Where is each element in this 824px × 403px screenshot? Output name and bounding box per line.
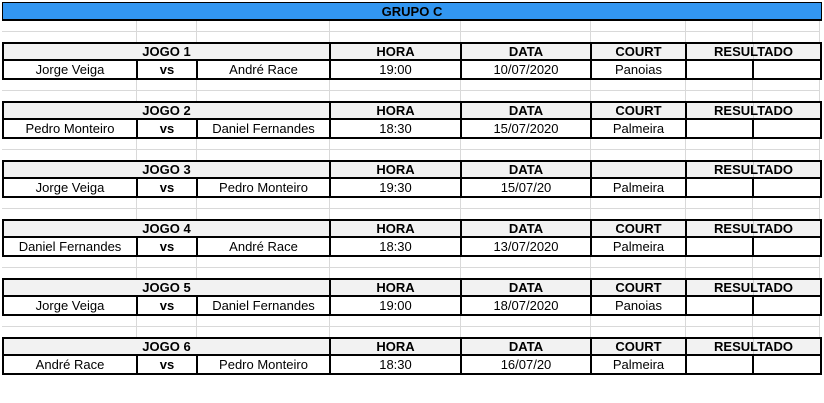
player2-cell[interactable]: André Race — [196, 59, 331, 80]
data-cell[interactable]: 13/07/2020 — [460, 236, 592, 257]
game-table-jogo-3: JOGO 3 HORA DATA RESULTADO Jorge Veiga v… — [2, 160, 822, 198]
resultado-header: RESULTADO — [685, 160, 822, 179]
gridline-spacer — [0, 139, 822, 160]
court-cell[interactable]: Panoias — [590, 59, 687, 80]
data-cell[interactable]: 18/07/2020 — [460, 295, 592, 316]
resultado-header: RESULTADO — [685, 337, 822, 356]
court-header: COURT — [590, 219, 687, 238]
resultado-cell-1[interactable] — [685, 295, 754, 316]
data-cell[interactable]: 15/07/2020 — [460, 118, 592, 139]
game-label: JOGO 2 — [2, 101, 331, 120]
data-header: DATA — [460, 101, 592, 120]
court-header — [590, 160, 687, 179]
vs-cell: vs — [136, 177, 198, 198]
vs-cell: vs — [136, 59, 198, 80]
court-cell[interactable]: Palmeira — [590, 177, 687, 198]
game-label: JOGO 3 — [2, 160, 331, 179]
player2-cell[interactable]: Pedro Monteiro — [196, 177, 331, 198]
data-header: DATA — [460, 278, 592, 297]
player1-cell[interactable]: Jorge Veiga — [2, 59, 138, 80]
court-header: COURT — [590, 278, 687, 297]
player1-cell[interactable]: Jorge Veiga — [2, 177, 138, 198]
resultado-header: RESULTADO — [685, 42, 822, 61]
group-title: GRUPO C — [381, 3, 443, 19]
data-header: DATA — [460, 337, 592, 356]
hora-header: HORA — [329, 337, 462, 356]
court-cell[interactable]: Palmeira — [590, 118, 687, 139]
resultado-cell-2[interactable] — [752, 295, 822, 316]
court-cell[interactable]: Palmeira — [590, 354, 687, 375]
vs-cell: vs — [136, 295, 198, 316]
resultado-cell-2[interactable] — [752, 354, 822, 375]
gridline-spacer — [0, 198, 822, 219]
player1-cell[interactable]: Pedro Monteiro — [2, 118, 138, 139]
data-header: DATA — [460, 160, 592, 179]
resultado-cell-1[interactable] — [685, 236, 754, 257]
game-table-jogo-2: JOGO 2 HORA DATA COURT RESULTADO Pedro M… — [2, 101, 822, 139]
player1-cell[interactable]: Jorge Veiga — [2, 295, 138, 316]
resultado-cell-1[interactable] — [685, 177, 754, 198]
resultado-cell-1[interactable] — [685, 59, 754, 80]
gridline-spacer — [0, 21, 822, 42]
resultado-cell-2[interactable] — [752, 177, 822, 198]
hora-cell[interactable]: 19:00 — [329, 295, 462, 316]
data-header: DATA — [460, 219, 592, 238]
hora-header: HORA — [329, 101, 462, 120]
player2-cell[interactable]: André Race — [196, 236, 331, 257]
hora-header: HORA — [329, 42, 462, 61]
resultado-cell-2[interactable] — [752, 118, 822, 139]
hora-header: HORA — [329, 219, 462, 238]
player2-cell[interactable]: Daniel Fernandes — [196, 118, 331, 139]
court-header: COURT — [590, 101, 687, 120]
data-cell[interactable]: 15/07/20 — [460, 177, 592, 198]
court-header: COURT — [590, 42, 687, 61]
hora-cell[interactable]: 19:30 — [329, 177, 462, 198]
hora-cell[interactable]: 18:30 — [329, 236, 462, 257]
resultado-cell-2[interactable] — [752, 236, 822, 257]
player1-cell[interactable]: Daniel Fernandes — [2, 236, 138, 257]
game-label: JOGO 6 — [2, 337, 331, 356]
vs-cell: vs — [136, 118, 198, 139]
resultado-cell-2[interactable] — [752, 59, 822, 80]
game-label: JOGO 4 — [2, 219, 331, 238]
gridline-spacer — [0, 257, 822, 278]
resultado-header: RESULTADO — [685, 278, 822, 297]
court-header: COURT — [590, 337, 687, 356]
resultado-header: RESULTADO — [685, 101, 822, 120]
game-table-jogo-4: JOGO 4 HORA DATA COURT RESULTADO Daniel … — [2, 219, 822, 257]
data-header: DATA — [460, 42, 592, 61]
hora-header: HORA — [329, 160, 462, 179]
court-cell[interactable]: Palmeira — [590, 236, 687, 257]
player2-cell[interactable]: Pedro Monteiro — [196, 354, 331, 375]
hora-cell[interactable]: 18:30 — [329, 118, 462, 139]
group-title-bar: GRUPO C — [2, 2, 822, 21]
game-table-jogo-6: JOGO 6 HORA DATA COURT RESULTADO André R… — [2, 337, 822, 375]
data-cell[interactable]: 10/07/2020 — [460, 59, 592, 80]
game-table-jogo-5: JOGO 5 HORA DATA COURT RESULTADO Jorge V… — [2, 278, 822, 316]
data-cell[interactable]: 16/07/20 — [460, 354, 592, 375]
court-cell[interactable]: Panoias — [590, 295, 687, 316]
gridline-spacer — [0, 80, 822, 101]
hora-cell[interactable]: 18:30 — [329, 354, 462, 375]
hora-header: HORA — [329, 278, 462, 297]
resultado-cell-1[interactable] — [685, 354, 754, 375]
hora-cell[interactable]: 19:00 — [329, 59, 462, 80]
game-table-jogo-1: JOGO 1 HORA DATA COURT RESULTADO Jorge V… — [2, 42, 822, 80]
resultado-cell-1[interactable] — [685, 118, 754, 139]
vs-cell: vs — [136, 236, 198, 257]
player1-cell[interactable]: André Race — [2, 354, 138, 375]
game-label: JOGO 5 — [2, 278, 331, 297]
gridline-spacer — [0, 316, 822, 337]
player2-cell[interactable]: Daniel Fernandes — [196, 295, 331, 316]
game-label: JOGO 1 — [2, 42, 331, 61]
resultado-header: RESULTADO — [685, 219, 822, 238]
vs-cell: vs — [136, 354, 198, 375]
